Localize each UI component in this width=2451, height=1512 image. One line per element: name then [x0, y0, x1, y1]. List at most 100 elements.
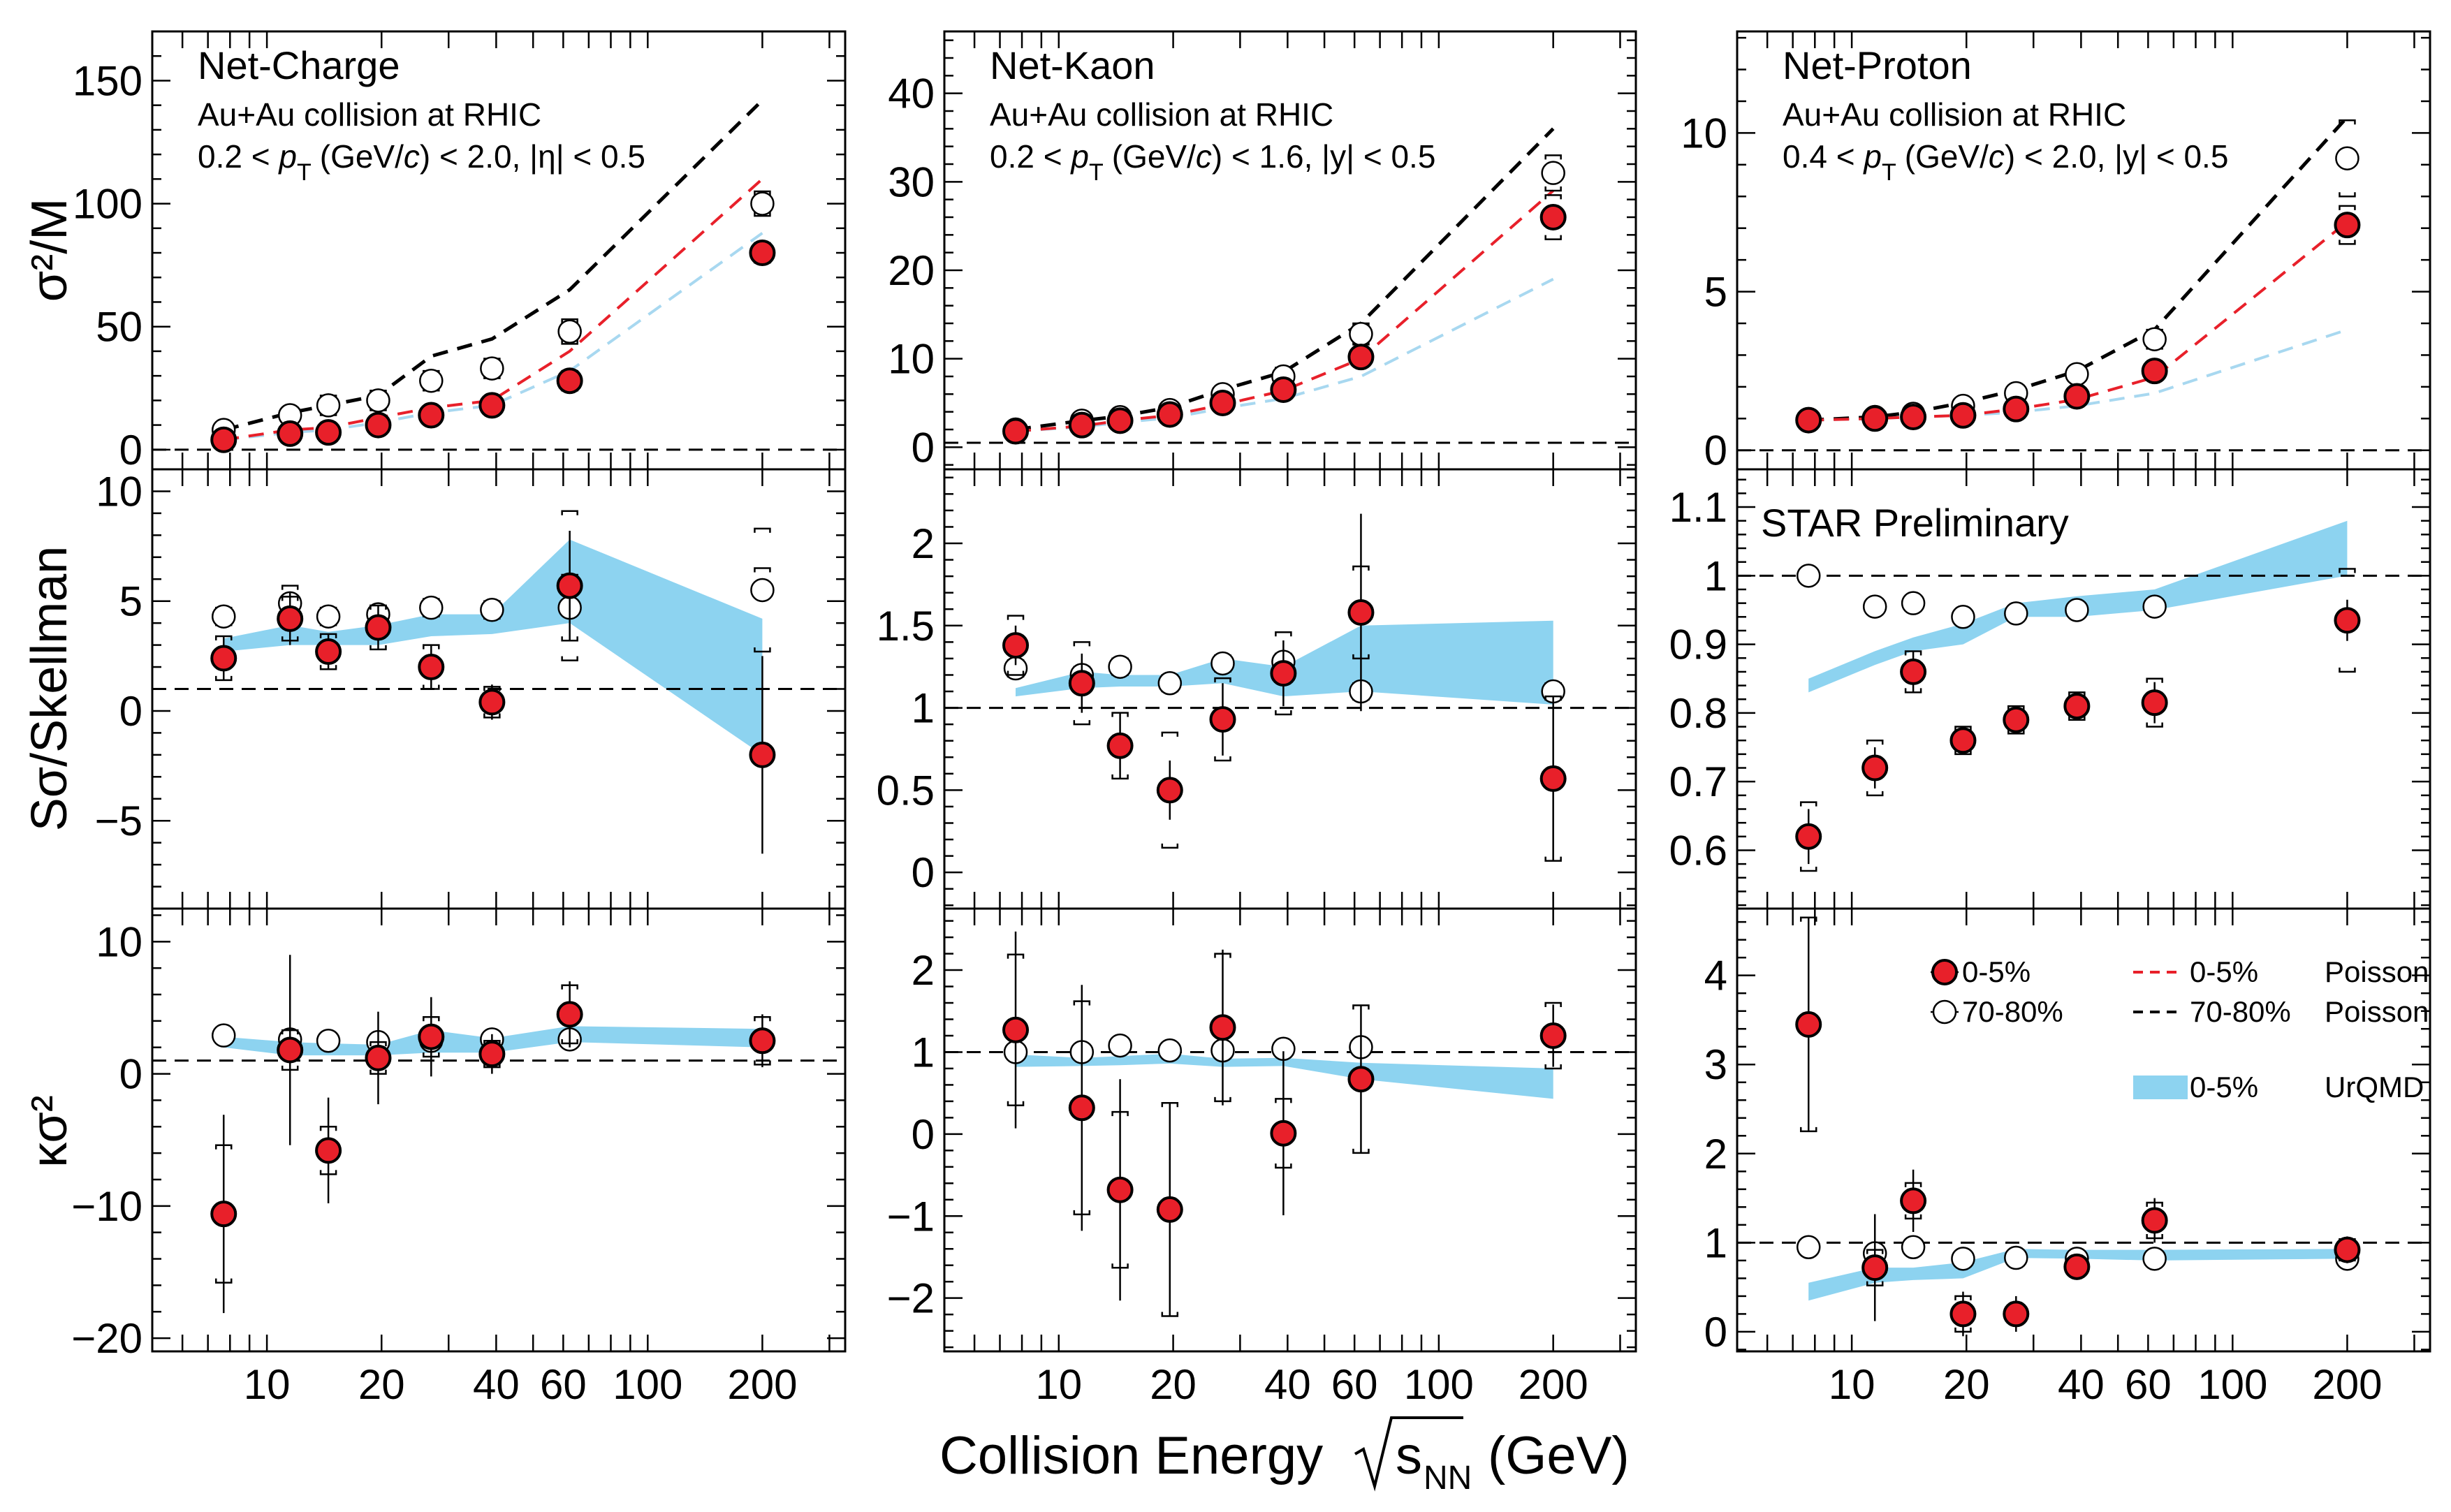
y-tick-label: 1 [912, 685, 935, 732]
central-sys-bracket [561, 984, 578, 1045]
x-axis-unit: (GeV) [1488, 1426, 1630, 1485]
peripheral-point [316, 393, 341, 418]
central-sys-bracket [319, 1126, 337, 1175]
peripheral-point [1862, 594, 1887, 619]
panel-system: Au+Au collision at RHIC [1783, 96, 2126, 133]
central-point [478, 392, 506, 419]
y-tick-label: −2 [887, 1275, 935, 1322]
central-sys-bracket [1073, 641, 1091, 726]
central-sys-bracket [1799, 916, 1817, 1133]
panel-system: Au+Au collision at RHIC [198, 96, 541, 133]
y-tick-label: 10 [96, 918, 142, 965]
panel-1-1: 0 0.5 1 1.5 2 [877, 468, 1637, 910]
legend-peripheral-label: 70-80% [1962, 995, 2063, 1028]
x-axis-title-text: Collision Energy [939, 1426, 1323, 1485]
legend-poisson-central-model: Poisson [2325, 955, 2429, 988]
central-sys-bracket [754, 1015, 771, 1066]
peripheral-point [2065, 598, 2089, 622]
central-point [315, 419, 342, 446]
peripheral-point [419, 368, 444, 393]
central-point [1900, 658, 1927, 685]
legend-central-label: 0-5% [1962, 955, 2031, 988]
x-tick-label: 40 [2058, 1361, 2105, 1408]
central-point [1795, 823, 1822, 850]
central-point [2334, 607, 2361, 634]
panel-1-0: −5 0 5 10 [95, 468, 847, 910]
central-point [1002, 418, 1030, 445]
central-point [418, 654, 445, 681]
x-tick-label: 100 [613, 1361, 682, 1408]
central-point [2334, 1236, 2361, 1263]
y-tick-label: −1 [887, 1193, 935, 1240]
panel-0-0: 0 50 100 150 Net-Charge Au+Au collision at RH… [73, 30, 847, 474]
central-sys-bracket [1866, 1249, 1884, 1286]
poisson-peripheral-line [1808, 116, 2349, 423]
central-sys-bracket [423, 1015, 440, 1058]
central-point [418, 1023, 445, 1050]
central-point [1861, 1254, 1889, 1282]
peripheral-point [1901, 1235, 1926, 1259]
peripheral-point [2065, 362, 2089, 386]
x-tick-label: 60 [540, 1361, 587, 1408]
central-point [1156, 401, 1183, 428]
poisson-peripheral-line [223, 98, 764, 432]
y-tick-label: 100 [73, 181, 142, 228]
urqmd-band [1016, 1053, 1553, 1099]
peripheral-point [1108, 654, 1132, 679]
peripheral-sys-bracket [754, 527, 771, 653]
central-point [556, 1001, 583, 1028]
x-tick-label: 20 [358, 1361, 405, 1408]
peripheral-point [2142, 1247, 2167, 1271]
central-point [2063, 693, 2091, 720]
legend-band-swatch [2133, 1076, 2188, 1099]
row-ylabel: κσ² [22, 1095, 78, 1168]
y-tick-label: 2 [1704, 1131, 1727, 1177]
central-point [2003, 395, 2030, 423]
peripheral-point [2142, 594, 2167, 619]
central-sys-bracket [1275, 1098, 1292, 1169]
poisson-urqmd-line [223, 232, 763, 441]
peripheral-point [557, 319, 582, 344]
central-point [1002, 1016, 1030, 1043]
y-tick-label: 0 [1704, 1309, 1727, 1356]
y-tick-label: 10 [96, 468, 142, 515]
central-point [2003, 706, 2030, 733]
central-point [1106, 732, 1134, 759]
x-tick-label: 60 [2125, 1361, 2172, 1408]
central-point [2141, 689, 2168, 717]
central-point [1900, 1187, 1927, 1214]
central-sys-bracket [423, 644, 440, 690]
central-sys-bracket [1954, 726, 1972, 756]
central-sys-bracket [1544, 1001, 1562, 1070]
peripheral-point [480, 356, 504, 381]
central-sys-bracket [1007, 953, 1025, 1107]
panel-cuts: 0.2 < pT (GeV/c) < 1.6, |y| < 0.5 [990, 138, 1435, 186]
legend-poisson-central-label: 0-5% [2190, 955, 2258, 988]
x-tick-label: 60 [1331, 1361, 1378, 1408]
central-sys-bracket [1111, 712, 1129, 780]
y-tick-label: 50 [96, 304, 142, 351]
central-point [749, 240, 776, 267]
peripheral-point [419, 595, 444, 620]
x-axis-sqrt-sub: NN [1424, 1460, 1472, 1497]
panel-title: Net-Kaon [990, 43, 1155, 87]
central-point [1347, 344, 1375, 371]
legend-band-model: UrQMD [2325, 1071, 2424, 1103]
central-point [1795, 1011, 1822, 1038]
central-point [749, 741, 776, 768]
central-point [277, 1036, 304, 1064]
central-sys-bracket [1007, 615, 1025, 676]
x-tick-label: 20 [1150, 1361, 1197, 1408]
central-point [1068, 411, 1095, 439]
peripheral-point [211, 1023, 236, 1048]
central-point [1209, 390, 1236, 416]
peripheral-point [316, 1029, 341, 1053]
poisson-central-line [1808, 221, 2348, 422]
central-point [1539, 1022, 1567, 1049]
central-point [478, 1041, 506, 1068]
central-point [2334, 212, 2361, 239]
y-tick-label: 1 [1704, 1219, 1727, 1266]
peripheral-point [1796, 564, 1821, 588]
central-point [315, 638, 342, 666]
panel-cuts: 0.4 < pT (GeV/c) < 2.0, |y| < 0.5 [1783, 138, 2228, 186]
